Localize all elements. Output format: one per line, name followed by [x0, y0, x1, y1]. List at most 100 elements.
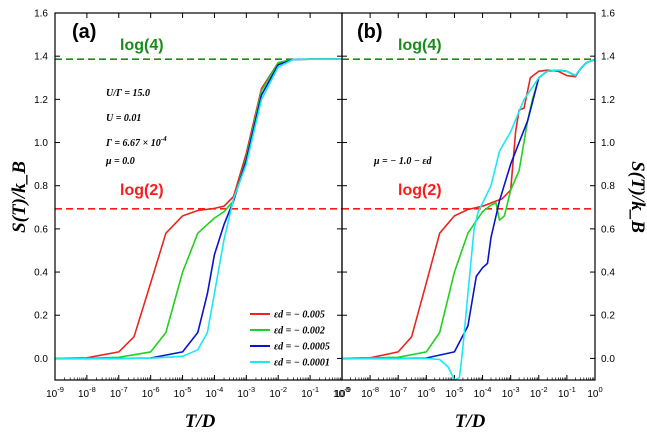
x-tick-label-base: 10 — [206, 389, 218, 400]
annotation-u-gamma: U/Γ = 15.0 — [106, 88, 150, 99]
x-tick-label-base: 10 — [110, 389, 122, 400]
x-tick-label-exponent: -5 — [185, 385, 192, 394]
ref-label-log4-a: log(4) — [120, 37, 164, 54]
x-axis-title-a: T/D — [185, 411, 216, 432]
y-tick-label-right: 1.2 — [601, 95, 615, 106]
x-tick-label-base: 10 — [334, 389, 346, 400]
y-tick-label-left: 1.2 — [34, 95, 48, 106]
x-tick-label-b: 10-3 — [502, 385, 520, 400]
panel-a: 10-9 10-8 10-7 10-6 10-5 10-4 10-3 10-2 10-1 1000… — [34, 9, 350, 401]
axis-ticks-b: 10-9 10-8 10-7 10-6 10-5 10-4 10-3 10-2 10-1 1000… — [333, 9, 615, 401]
panel-label-a: (a) — [72, 21, 96, 43]
y-tick-label-right: 1.0 — [601, 138, 615, 149]
legend: εd = − 0.005 εd = − 0.002 εd = − 0.0005 εd … — [250, 310, 330, 369]
plot-frame-b — [341, 12, 596, 381]
y-tick-label-right: 0.8 — [601, 181, 615, 192]
x-tick-label-base: 10 — [174, 389, 186, 400]
y-tick-label-left: 0.0 — [34, 354, 48, 365]
x-tick-label-exponent: -8 — [372, 385, 379, 394]
reference-lines-b — [342, 58, 595, 210]
annotation-gamma-exponent: -4 — [161, 135, 167, 143]
x-tick-label-a: 10-7 — [110, 385, 128, 400]
x-tick-label-exponent: -4 — [485, 385, 492, 394]
legend-label: εd = − 0.005 — [274, 310, 325, 321]
x-tick-label-a: 100 — [334, 385, 349, 400]
y-tick-label-left: 1.4 — [34, 52, 48, 63]
x-tick-label-a: 10-2 — [269, 385, 287, 400]
annotation-gamma-base: Γ = 6.67 × 10 — [105, 138, 161, 149]
x-tick-label-b: 10-7 — [389, 385, 407, 400]
x-tick-label-base: 10 — [389, 389, 401, 400]
series-group-a — [55, 58, 342, 360]
panel-label-b: (b) — [357, 21, 383, 43]
x-tick-label-base: 10 — [142, 389, 154, 400]
annotation-mu: μ = 0.0 — [105, 156, 135, 167]
x-tick-label-base: 10 — [301, 389, 313, 400]
reference-lines-a — [55, 58, 342, 210]
series-line-a-3 — [55, 58, 342, 360]
series-line-b-0 — [342, 58, 595, 360]
x-tick-label-b: 10-9 — [333, 385, 351, 400]
x-tick-label-b: 100 — [587, 385, 602, 400]
annotation-mu-b: μ = − 1.0 − εd — [373, 156, 432, 167]
x-tick-label-base: 10 — [587, 389, 599, 400]
y-tick-label-right: 0.0 — [601, 354, 615, 365]
x-tick-label-exponent: -3 — [249, 385, 256, 394]
y-tick-label-right: 1.6 — [601, 9, 615, 20]
x-tick-label-exponent: -3 — [513, 385, 520, 394]
x-tick-label-b: 10-2 — [530, 385, 548, 400]
x-tick-label-b: 10-8 — [361, 385, 379, 400]
annotation-gamma: Γ = 6.67 × 10-4 — [105, 135, 167, 149]
x-tick-label-base: 10 — [78, 389, 90, 400]
x-tick-label-exponent: -9 — [57, 385, 64, 394]
y-tick-label-left: 0.2 — [34, 311, 48, 322]
x-tick-label-base: 10 — [46, 389, 58, 400]
annotation-u: U = 0.01 — [106, 113, 141, 124]
x-tick-label-exponent: -2 — [280, 385, 287, 394]
x-tick-label-exponent: -9 — [344, 385, 351, 394]
x-tick-label-exponent: -4 — [217, 385, 224, 394]
x-tick-label-a: 10-3 — [237, 385, 255, 400]
ref-label-log2-b: log(2) — [398, 182, 442, 199]
series-group-b — [342, 58, 595, 380]
x-tick-label-exponent: -1 — [569, 385, 576, 394]
ref-label-log4-b: log(4) — [398, 37, 442, 54]
panel-b: 10-9 10-8 10-7 10-6 10-5 10-4 10-3 10-2 10-1 1000… — [333, 9, 615, 401]
x-tick-label-base: 10 — [333, 389, 345, 400]
y-tick-label-left: 0.8 — [34, 181, 48, 192]
y-tick-label-right: 0.4 — [601, 268, 615, 279]
x-tick-label-a: 10-6 — [142, 385, 160, 400]
legend-label: εd = − 0.0005 — [274, 342, 330, 353]
x-tick-label-exponent: 0 — [598, 385, 602, 394]
y-tick-label-left: 0.6 — [34, 224, 48, 235]
y-tick-label-left: 1.0 — [34, 138, 48, 149]
x-tick-label-b: 10-1 — [558, 385, 576, 400]
x-tick-label-a: 10-4 — [206, 385, 224, 400]
x-tick-label-base: 10 — [237, 389, 249, 400]
legend-label: εd = − 0.002 — [274, 326, 325, 337]
series-line-a-1 — [55, 58, 342, 360]
legend-label: εd = − 0.0001 — [274, 358, 330, 369]
x-tick-label-exponent: -8 — [89, 385, 96, 394]
y-tick-label-right: 0.2 — [601, 311, 615, 322]
x-tick-label-base: 10 — [417, 389, 429, 400]
x-tick-label-b: 10-6 — [417, 385, 435, 400]
x-tick-label-base: 10 — [446, 389, 458, 400]
y-tick-label-left: 0.4 — [34, 268, 48, 279]
x-tick-label-exponent: -6 — [429, 385, 436, 394]
x-tick-label-base: 10 — [361, 389, 373, 400]
x-tick-label-exponent: -1 — [312, 385, 319, 394]
x-tick-label-base: 10 — [269, 389, 281, 400]
y-tick-label-right: 1.4 — [601, 52, 615, 63]
x-tick-label-a: 10-8 — [78, 385, 96, 400]
x-tick-label-a: 10-9 — [46, 385, 64, 400]
x-tick-label-a: 10-1 — [301, 385, 319, 400]
x-tick-label-base: 10 — [558, 389, 570, 400]
ref-label-log2-a: log(2) — [120, 182, 164, 199]
y-tick-label-left: 1.6 — [34, 9, 48, 20]
x-tick-label-b: 10-5 — [446, 385, 464, 400]
x-tick-label-exponent: -6 — [153, 385, 160, 394]
x-tick-label-exponent: -7 — [121, 385, 128, 394]
series-line-b-3 — [342, 58, 595, 380]
